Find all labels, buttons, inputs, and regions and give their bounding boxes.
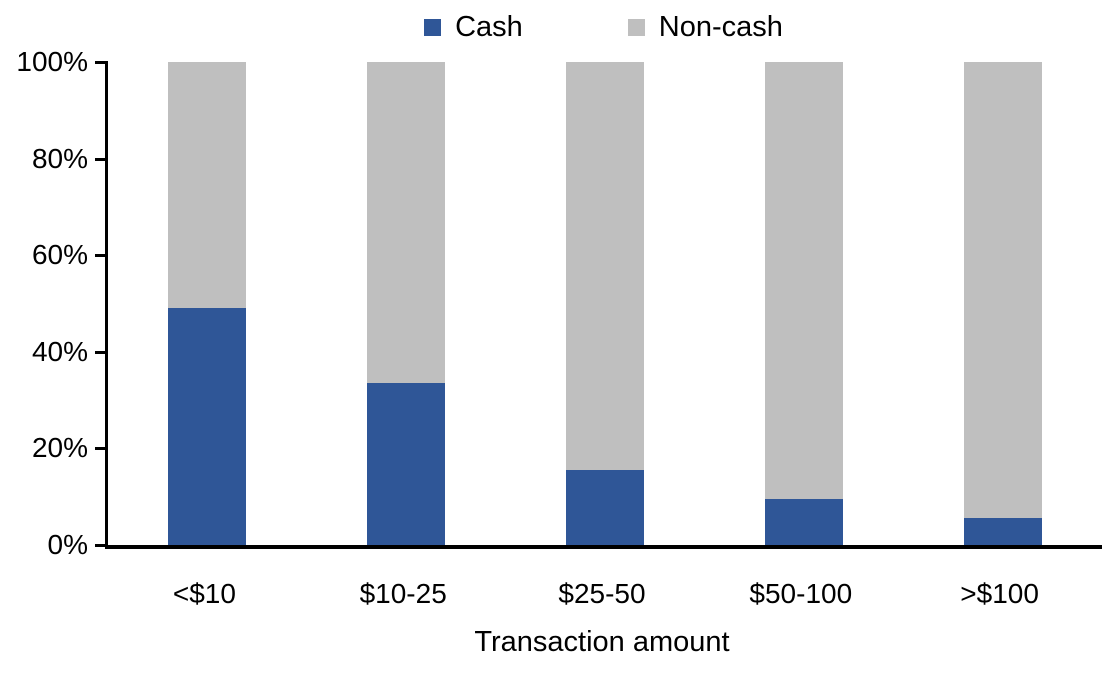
x-category-label: $50-100: [749, 578, 853, 609]
y-tick-mark: [95, 157, 108, 161]
x-axis-title: Transaction amount: [474, 626, 730, 658]
noncash-segment: [367, 62, 446, 384]
y-tick-label: 0%: [47, 529, 88, 560]
stacked-bar-1: [168, 62, 247, 545]
stacked-bar-4: [764, 62, 843, 545]
bar-slot: [704, 62, 903, 545]
stacked-bar-3: [565, 62, 644, 545]
cash-segment: [168, 308, 247, 545]
noncash-swatch-icon: [627, 18, 645, 36]
plot-area: [95, 61, 1102, 549]
stacked-bar-5: [963, 62, 1042, 545]
legend-label-noncash: Non-cash: [658, 10, 783, 43]
cash-segment: [963, 518, 1042, 545]
x-category-label: $25-50: [558, 578, 646, 609]
bar-slot: [108, 62, 307, 545]
cash-swatch-icon: [424, 18, 442, 36]
bar-slot: [903, 62, 1102, 545]
legend: Cash Non-cash: [105, 6, 1102, 48]
noncash-segment: [963, 62, 1042, 519]
x-category-label: >$100: [960, 578, 1039, 609]
legend-label-cash: Cash: [455, 10, 523, 43]
x-category-label: $10-25: [359, 578, 447, 609]
y-axis-labels: 0% 20% 40% 60% 80% 100%: [0, 48, 88, 559]
y-tick-mark: [95, 61, 108, 64]
stacked-bar-2: [367, 62, 446, 545]
y-tick-label: 80%: [31, 142, 88, 174]
legend-item-noncash: Non-cash: [627, 10, 783, 43]
y-tick-label: 20%: [31, 432, 88, 464]
legend-item-cash: Cash: [424, 10, 523, 43]
x-category-label: <$10: [172, 578, 236, 609]
bars: [108, 62, 1102, 545]
bar-slot: [307, 62, 506, 545]
cash-segment: [764, 499, 843, 545]
y-tick-label: 40%: [31, 335, 88, 367]
y-tick-label: 100%: [16, 46, 88, 77]
bar-slot: [506, 62, 705, 545]
noncash-segment: [764, 62, 843, 500]
noncash-segment: [565, 62, 644, 471]
y-tick-label: 60%: [31, 239, 88, 271]
cash-segment: [367, 383, 446, 545]
y-tick-mark: [95, 254, 108, 258]
noncash-segment: [168, 62, 247, 309]
x-axis-labels: <$10 $10-25 $25-50 $50-100 >$100: [105, 578, 1099, 610]
y-tick-mark: [95, 447, 108, 451]
y-tick-mark: [95, 350, 108, 354]
cash-segment: [565, 470, 644, 545]
y-tick-mark: [95, 544, 108, 547]
